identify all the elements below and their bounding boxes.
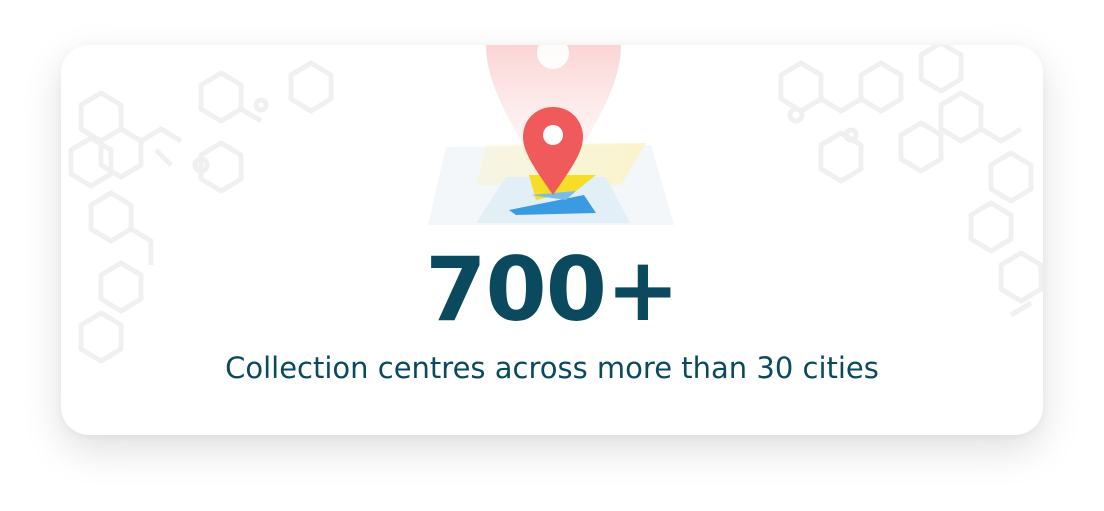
stat-caption: Collection centres across more than 30 c… — [225, 351, 879, 385]
stat-number: 700+ — [425, 238, 679, 341]
map-pin-illustration — [428, 45, 674, 225]
map-blue-area — [509, 195, 596, 215]
map-pin-icon — [523, 107, 583, 195]
stat-card: 700+ Collection centres across more than… — [61, 45, 1043, 435]
molecule-pattern — [68, 45, 1043, 364]
